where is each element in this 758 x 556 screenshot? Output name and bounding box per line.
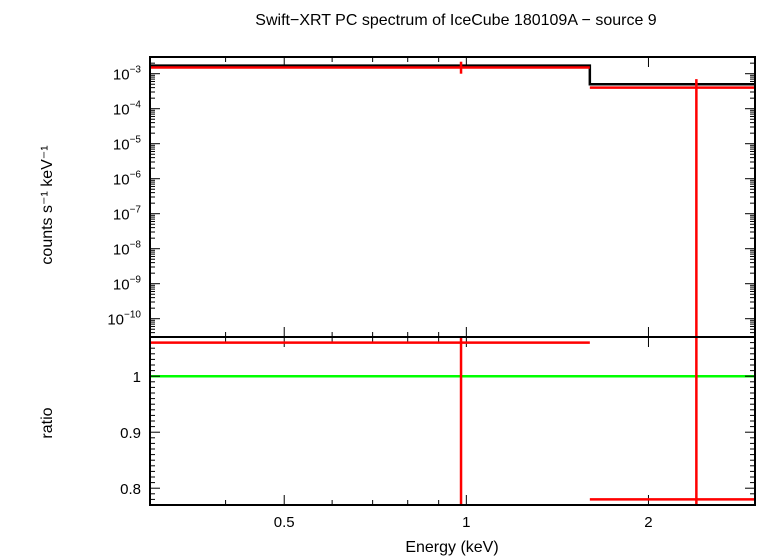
x-tick-label: 2	[644, 514, 652, 531]
y-tick-label: 10−6	[113, 170, 142, 189]
y-tick-label: 10−4	[113, 100, 142, 119]
y-tick-label: 10−7	[113, 205, 142, 224]
ratio-frame	[149, 336, 756, 506]
y-tick-label: 0.9	[120, 425, 141, 442]
y-tick-label: 10−3	[113, 65, 142, 84]
ratio-y-axis-label: ratio	[39, 407, 56, 438]
y-tick-label: 1	[133, 369, 141, 386]
x-tick-label: 1	[462, 514, 470, 531]
x-axis-label: Energy (keV)	[405, 539, 498, 556]
y-tick-label: 10−8	[113, 240, 142, 259]
y-tick-label: 10−5	[113, 135, 142, 154]
y-tick-label: 10−9	[113, 275, 142, 294]
y-tick-label: 0.8	[120, 481, 141, 498]
model-step-line	[150, 64, 755, 86]
chart-title: Swift−XRT PC spectrum of IceCube 180109A…	[255, 12, 657, 29]
y-tick-label: 10−10	[107, 310, 141, 329]
spectrum-y-axis-label: counts s⁻¹ keV⁻¹	[39, 145, 56, 264]
ratio-panel: 0.8 0.9 1 0.5 1 2	[120, 336, 756, 531]
x-tick-label: 0.5	[274, 514, 295, 531]
spectrum-frame	[149, 56, 756, 338]
spectrum-panel: 10−3 10−4 10−5 10−6 10−7 10−8 10−9 10−10	[107, 56, 756, 338]
